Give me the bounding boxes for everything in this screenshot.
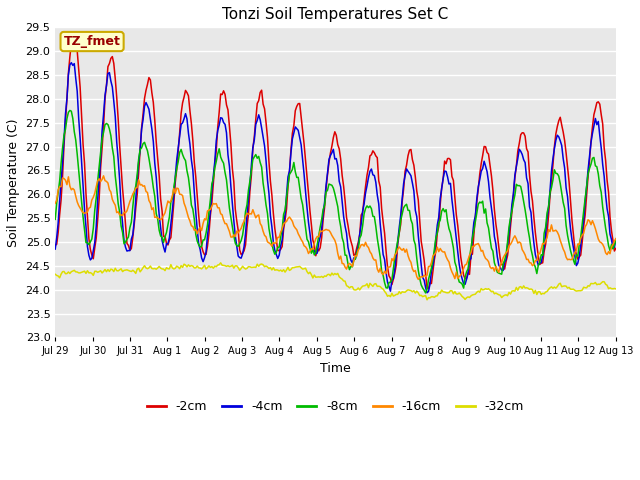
X-axis label: Time: Time (320, 362, 351, 375)
Y-axis label: Soil Temperature (C): Soil Temperature (C) (7, 118, 20, 247)
Legend: -2cm, -4cm, -8cm, -16cm, -32cm: -2cm, -4cm, -8cm, -16cm, -32cm (142, 395, 529, 418)
Text: TZ_fmet: TZ_fmet (63, 35, 120, 48)
Title: Tonzi Soil Temperatures Set C: Tonzi Soil Temperatures Set C (223, 7, 449, 22)
